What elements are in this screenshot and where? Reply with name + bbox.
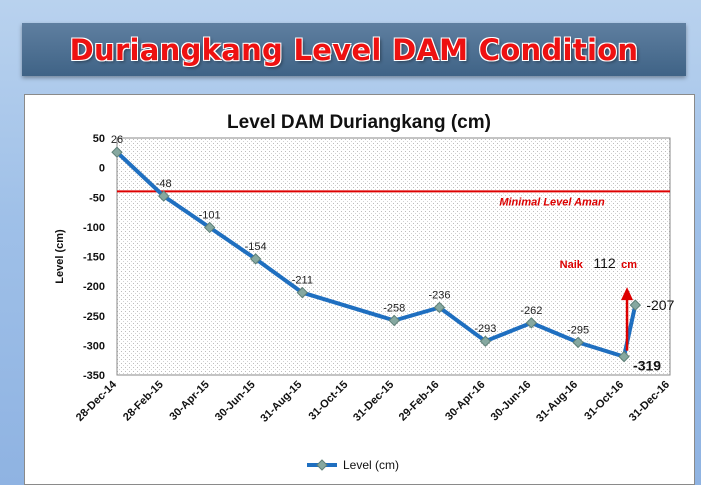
rise-annotation-unit: cm xyxy=(621,259,637,271)
rise-annotation: Naik 112 cm xyxy=(560,255,638,351)
x-tick-label: 30-Jun-16 xyxy=(489,379,534,424)
data-label: -319 xyxy=(633,358,661,374)
series-marker xyxy=(249,253,262,265)
y-tick-label: -300 xyxy=(83,340,105,352)
series-marker xyxy=(296,286,309,299)
y-axis-label: Level (cm) xyxy=(54,229,66,284)
y-tick-label: -150 xyxy=(83,252,105,264)
data-label: -236 xyxy=(428,289,450,301)
series-marker xyxy=(629,299,642,311)
data-labels: 26 -48 -101 -154 -211 -258 -236 -293 -262 -295 -31… xyxy=(111,134,675,373)
x-tick-label: 30-Apr-16 xyxy=(443,379,487,423)
series-marker xyxy=(618,350,630,363)
y-tick-label: -350 xyxy=(83,370,105,382)
y-axis: 50 0 -50 -100 -150 -200 -250 -300 -350 xyxy=(83,133,105,382)
data-label: 26 xyxy=(111,134,123,146)
x-tick-label: 31-Oct-16 xyxy=(582,379,626,423)
line-chart: Level DAM Duriangkang (cm) 50 0 -50 -100 -15… xyxy=(54,112,675,472)
chart-panel: Level DAM Duriangkang (cm) 50 0 -50 -100 -15… xyxy=(24,94,695,485)
y-tick-label: 0 xyxy=(99,163,105,175)
data-label: -154 xyxy=(245,241,267,253)
data-label: -295 xyxy=(567,324,589,336)
legend: Level (cm) xyxy=(307,458,399,472)
x-tick-label: 30-Jun-15 xyxy=(213,379,258,424)
x-tick-label: 31-Dec-15 xyxy=(351,379,396,424)
reference-line-label: Minimal Level Aman xyxy=(499,196,605,208)
series-marker xyxy=(572,336,584,349)
series-marker xyxy=(203,221,216,234)
rise-annotation-text: Naik 112 cm xyxy=(560,255,638,272)
rise-annotation-prefix: Naik xyxy=(560,259,584,271)
x-axis: 28-Dec-14 28-Feb-15 30-Apr-15 30-Jun-15 31-A… xyxy=(74,378,672,425)
series-marker xyxy=(388,314,400,327)
y-tick-label: -200 xyxy=(83,281,105,293)
slide-title-bar: Duriangkang Level DAM Condition xyxy=(22,23,686,76)
x-tick-label: 30-Apr-15 xyxy=(167,379,211,423)
series-line-level xyxy=(115,150,638,359)
legend-entry-level: Level (cm) xyxy=(343,458,399,472)
x-tick-label: 31-Oct-15 xyxy=(306,379,350,423)
plot-area xyxy=(116,137,671,376)
data-label: -48 xyxy=(156,178,172,190)
slide-title: Duriangkang Level DAM Condition xyxy=(69,32,639,67)
x-tick-label: 28-Dec-14 xyxy=(74,378,120,424)
rise-arrow-head xyxy=(621,287,634,301)
series-marker xyxy=(479,335,492,347)
y-tick-label: -100 xyxy=(83,222,105,234)
data-label: -207 xyxy=(646,297,674,313)
data-label: -258 xyxy=(383,302,405,314)
series-marker xyxy=(158,190,170,202)
x-tick-label: 28-Feb-15 xyxy=(121,379,166,424)
y-tick-label: -250 xyxy=(83,311,105,323)
x-tick-label: 29-Feb-16 xyxy=(397,379,442,424)
series-markers xyxy=(111,146,642,363)
rise-annotation-value: 112 xyxy=(593,255,616,271)
data-label: -101 xyxy=(199,209,221,221)
y-tick-label: -50 xyxy=(89,192,105,204)
y-tick-label: 50 xyxy=(93,133,105,145)
data-label: -293 xyxy=(474,323,496,335)
data-label: -211 xyxy=(292,275,313,287)
x-tick-label: 31-Dec-16 xyxy=(627,379,672,424)
chart-title: Level DAM Duriangkang (cm) xyxy=(227,112,491,133)
series-marker xyxy=(525,317,538,329)
x-tick-label: 31-Aug-16 xyxy=(534,379,580,425)
x-tick-label: 31-Aug-15 xyxy=(258,379,304,425)
series-marker xyxy=(111,146,123,158)
data-label: -262 xyxy=(520,305,542,317)
legend-marker-swatch xyxy=(316,459,328,471)
series-marker xyxy=(433,301,446,314)
